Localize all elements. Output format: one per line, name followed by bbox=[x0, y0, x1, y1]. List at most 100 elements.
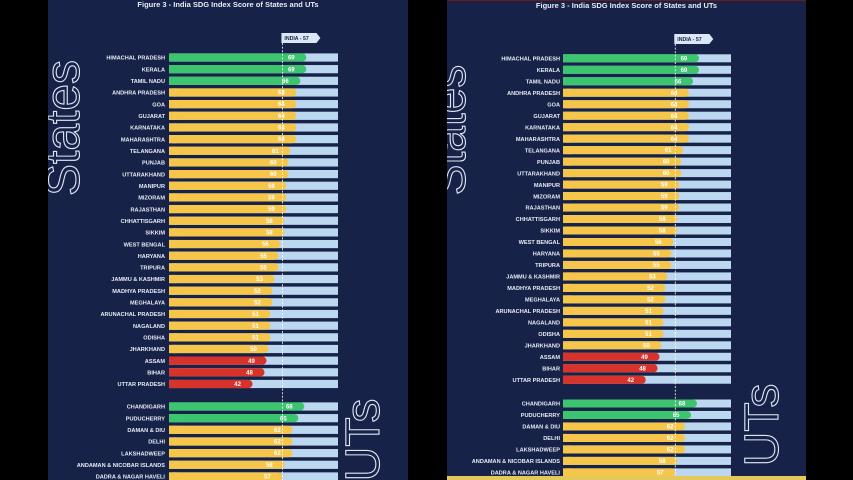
state-row: UTTARAKHAND 60 bbox=[122, 170, 338, 178]
bar-cap bbox=[563, 237, 571, 246]
state-row: PUNJAB 60 bbox=[142, 158, 338, 167]
state-row: RAJASTHAN 59 bbox=[131, 204, 338, 214]
state-row: MEGHALAYA 52 bbox=[130, 298, 338, 307]
bar-value-label: 62 bbox=[274, 451, 281, 457]
bar-category-label: UTTARAKHAND bbox=[122, 172, 165, 178]
bar-category-label: JHARKHAND bbox=[525, 344, 560, 350]
ut-row: ANDAMAN & NICOBAR ISLANDS 58 bbox=[472, 456, 731, 465]
ut-row: CHANDIGARH 68 bbox=[127, 402, 338, 411]
state-row: CHHATTISGARH 58 bbox=[121, 216, 338, 225]
state-row: NAGALAND 51 bbox=[528, 318, 731, 327]
bar bbox=[169, 298, 273, 307]
bar-value-label: 55 bbox=[260, 265, 267, 271]
bar-cap bbox=[563, 352, 571, 361]
bar-value-label: 58 bbox=[659, 229, 666, 235]
bar-cap bbox=[169, 216, 178, 225]
bar-value-label: 64 bbox=[671, 91, 678, 97]
state-row: UTTAR PRADESH 42 bbox=[513, 375, 731, 384]
bar-category-label: MANIPUR bbox=[534, 183, 560, 189]
bar-value-label: 50 bbox=[643, 343, 650, 349]
bar-value-label: 60 bbox=[663, 160, 670, 166]
bar-category-label: ANDAMAN & NICOBAR ISLANDS bbox=[77, 463, 166, 469]
bar-cap bbox=[563, 318, 571, 327]
state-row: KARNATAKA 64 bbox=[525, 123, 731, 131]
bar-value-label: 64 bbox=[671, 114, 678, 120]
bar-value-label: 52 bbox=[254, 289, 261, 295]
bar-value-label: 64 bbox=[278, 126, 285, 132]
state-row: ANDHRA PRADESH 64 bbox=[507, 88, 731, 97]
bar-cap bbox=[563, 111, 571, 120]
bar-value-label: 64 bbox=[278, 114, 285, 120]
bar-category-label: DELHI bbox=[148, 440, 165, 446]
bar-value-label: 50 bbox=[250, 347, 257, 353]
bar-cap bbox=[563, 192, 571, 201]
bar bbox=[169, 472, 283, 480]
bar bbox=[563, 295, 666, 304]
chart-panel-left: Figure 3 - India SDG Index Score of Stat… bbox=[48, 0, 408, 480]
bar bbox=[563, 157, 682, 166]
bar-cap bbox=[169, 88, 178, 97]
bar bbox=[563, 237, 674, 246]
bar bbox=[563, 249, 672, 258]
india-average-label: INDIA - 57 bbox=[677, 37, 701, 43]
ut-row: DADRA & NAGAR HAVELI 57 bbox=[96, 472, 338, 480]
bar-category-label: MAHARASHTRA bbox=[516, 137, 560, 143]
uts-group-label: UTs bbox=[337, 399, 390, 480]
bar-cap bbox=[169, 204, 178, 214]
bar bbox=[563, 88, 690, 97]
state-row: GOA 64 bbox=[152, 100, 338, 108]
bar-cap bbox=[563, 100, 571, 109]
bar-cap bbox=[169, 379, 178, 389]
bar-value-label: 64 bbox=[278, 137, 285, 143]
bar-track bbox=[563, 375, 731, 384]
bar-category-label: JAMMU & KASHMIR bbox=[506, 275, 560, 281]
bar-cap bbox=[563, 203, 571, 212]
bar-cap bbox=[169, 274, 178, 284]
bar-category-label: HIMACHAL PRADESH bbox=[106, 56, 165, 62]
bar-category-label: MADHYA PRADESH bbox=[507, 286, 560, 292]
bar-value-label: 69 bbox=[288, 67, 295, 73]
india-average-label: INDIA - 57 bbox=[284, 36, 308, 42]
bar-category-label: ANDAMAN & NICOBAR ISLANDS bbox=[472, 459, 561, 465]
bottom-strip bbox=[447, 476, 806, 480]
bar-value-label: 48 bbox=[639, 366, 646, 372]
bar-category-label: CHHATTISGARH bbox=[516, 217, 560, 223]
bar bbox=[563, 306, 664, 315]
state-row: RAJASTHAN 59 bbox=[526, 203, 731, 212]
state-row: MAHARASHTRA 64 bbox=[516, 134, 731, 143]
bar-value-label: 55 bbox=[653, 252, 660, 258]
bar-cap bbox=[169, 309, 178, 319]
bar-cap bbox=[563, 180, 571, 189]
bar-cap bbox=[563, 134, 571, 143]
bar bbox=[563, 364, 658, 373]
bar-category-label: DADRA & NAGAR HAVELI bbox=[96, 475, 166, 480]
ut-row: DAMAN & DIU 62 bbox=[522, 422, 731, 431]
bar-cap bbox=[563, 226, 571, 235]
bar-category-label: SIKKIM bbox=[145, 231, 165, 237]
bar bbox=[563, 54, 699, 63]
bar-cap bbox=[563, 272, 571, 281]
bar-value-label: 59 bbox=[661, 194, 668, 200]
bar-value-label: 62 bbox=[667, 425, 674, 431]
bar-category-label: JHARKHAND bbox=[130, 347, 165, 353]
state-row: TRIPURA 55 bbox=[535, 260, 731, 269]
bar-category-label: NAGALAND bbox=[528, 321, 560, 327]
bar-value-label: 62 bbox=[274, 440, 281, 446]
bar-category-label: ODISHA bbox=[538, 332, 560, 338]
bar-category-label: KARNATAKA bbox=[130, 126, 165, 132]
bar-category-label: HIMACHAL PRADESH bbox=[501, 57, 560, 63]
bar-cap bbox=[169, 228, 178, 237]
bar-category-label: DADRA & NAGAR HAVELI bbox=[491, 471, 561, 477]
bar-category-label: BIHAR bbox=[147, 371, 165, 377]
ut-row: CHANDIGARH 68 bbox=[522, 399, 731, 408]
states-group-label: States bbox=[447, 65, 475, 195]
bar-category-label: MEGHALAYA bbox=[130, 301, 165, 307]
bar-category-label: PUDUCHERRY bbox=[521, 413, 561, 419]
bar-category-label: ODISHA bbox=[143, 336, 165, 342]
bar bbox=[563, 352, 660, 361]
bar-cap bbox=[563, 146, 571, 155]
india-average-tag bbox=[281, 33, 321, 43]
bar-category-label: PUNJAB bbox=[537, 160, 560, 166]
bar-category-label: RAJASTHAN bbox=[131, 207, 166, 213]
bar-value-label: 64 bbox=[671, 102, 678, 108]
